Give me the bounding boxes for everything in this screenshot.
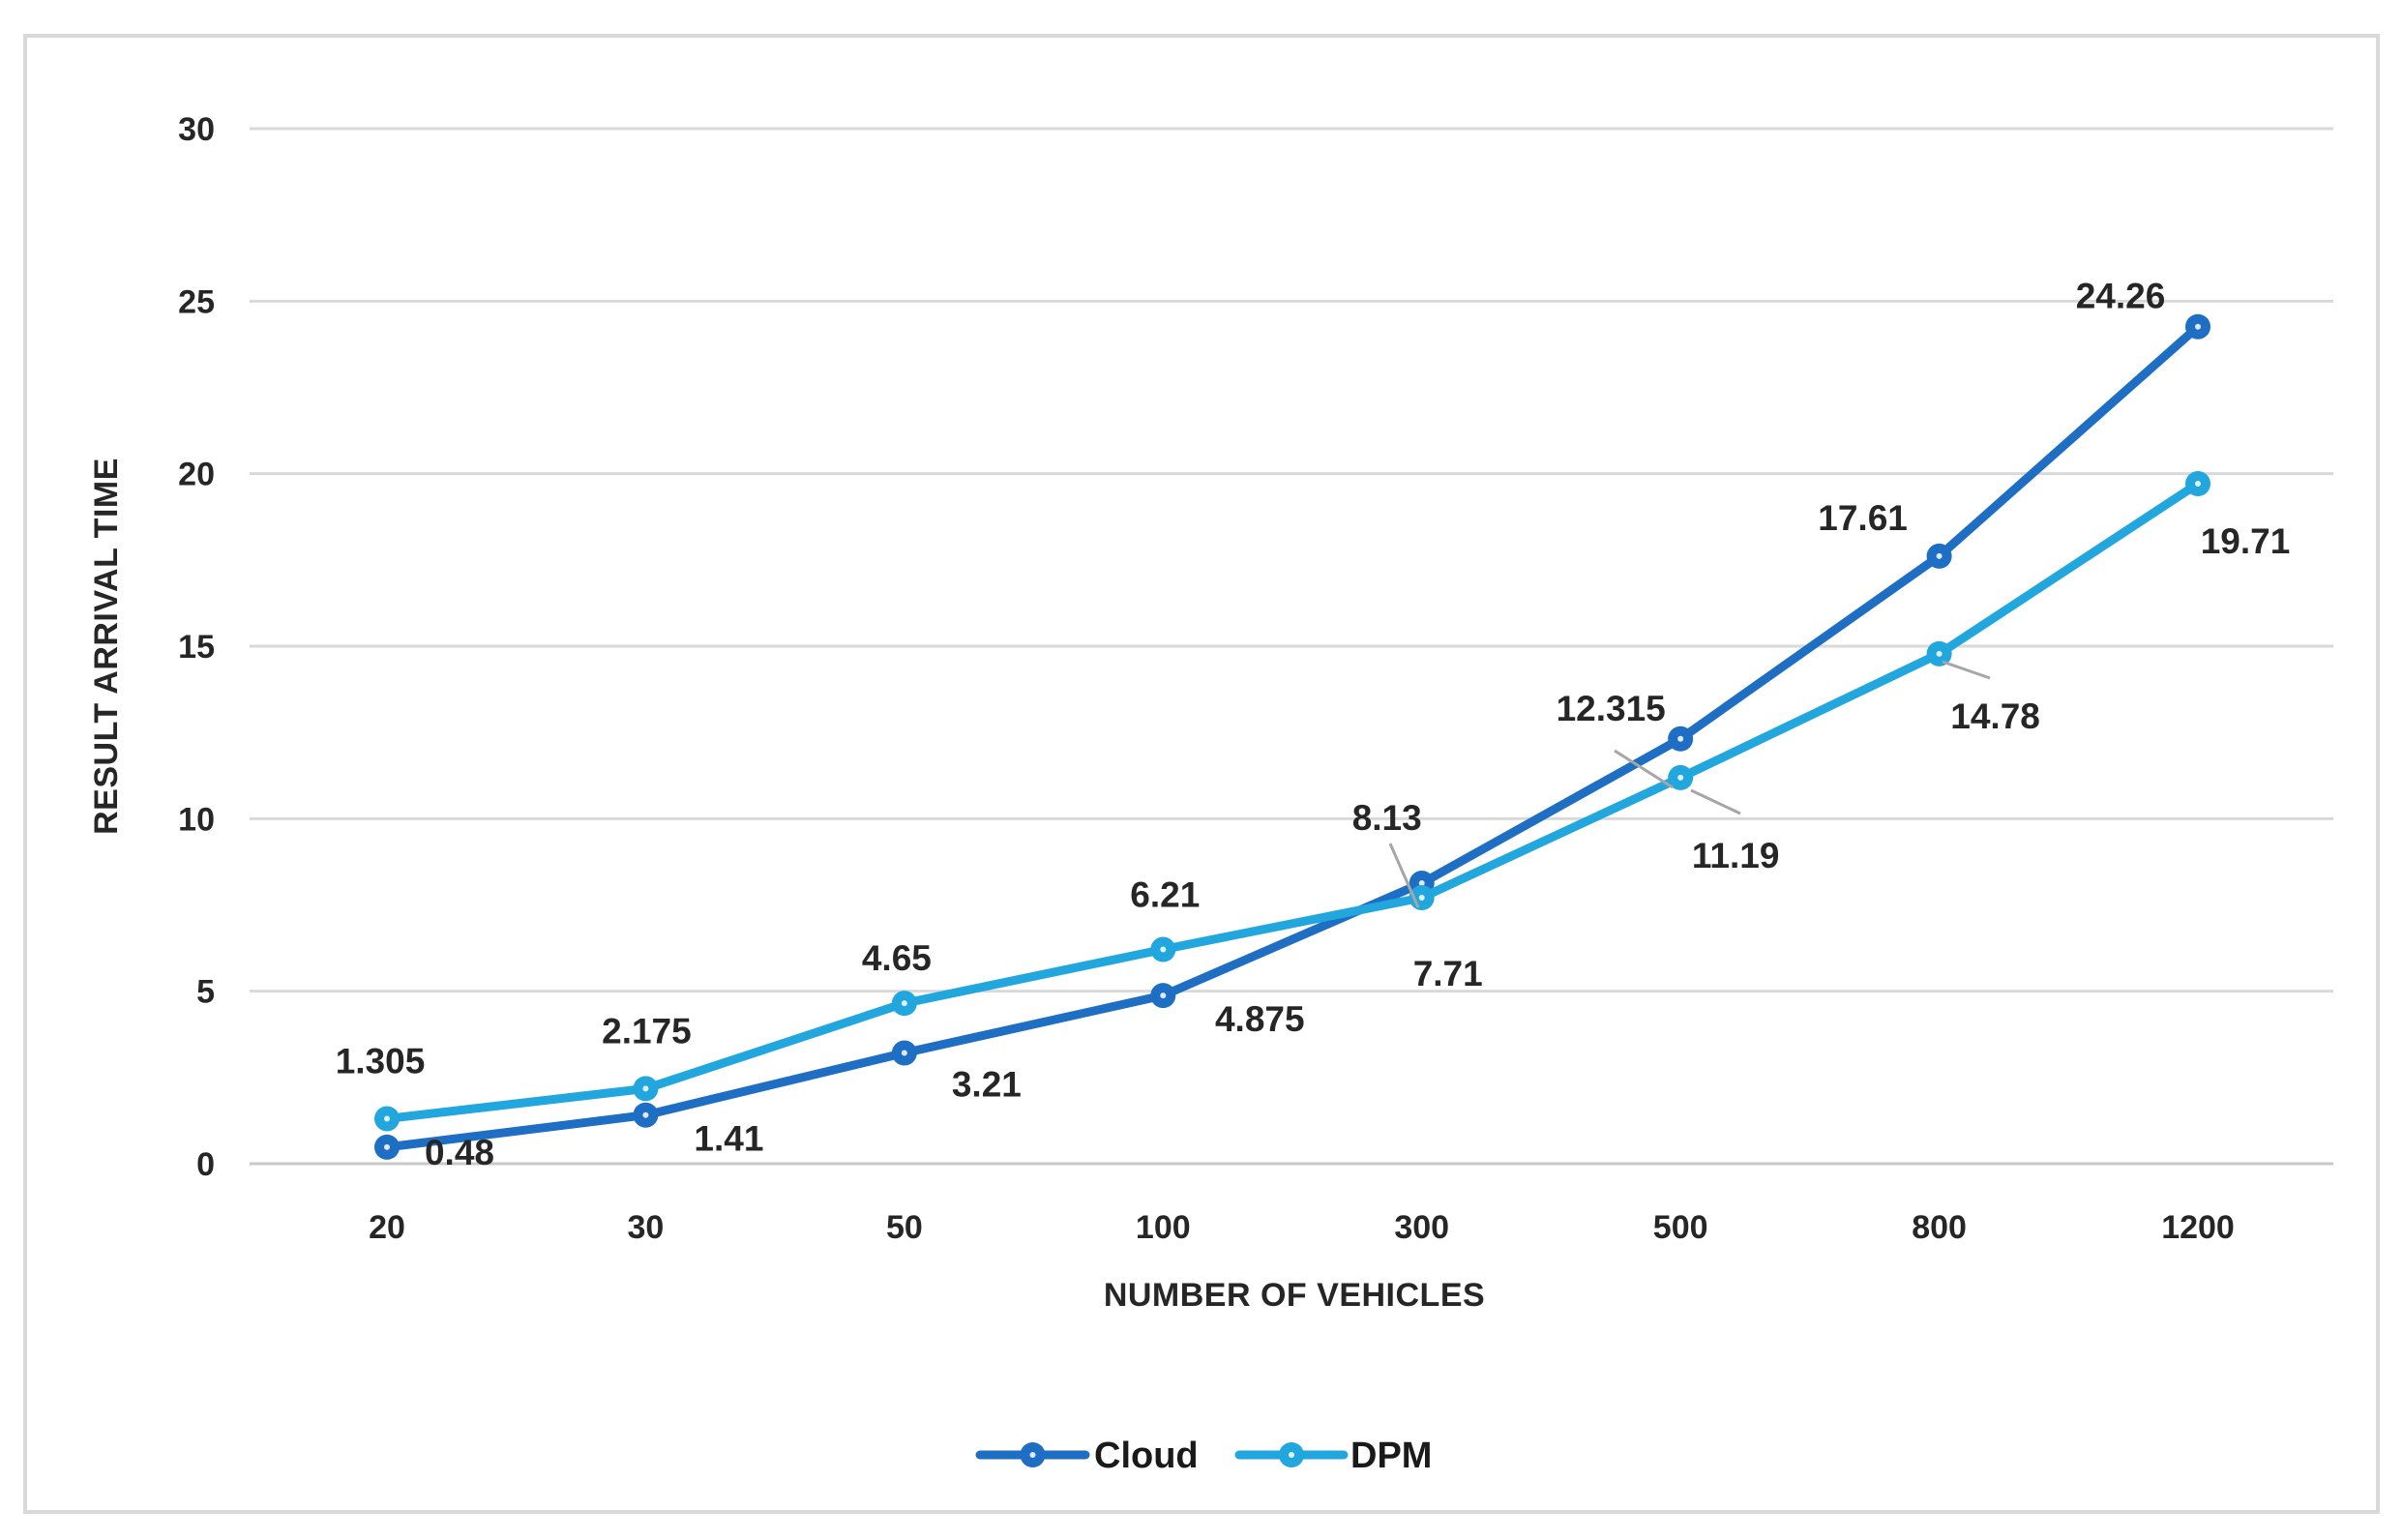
data-point-center-dot xyxy=(1160,946,1167,953)
y-axis-title: RESULT ARRIVAL TIME xyxy=(88,458,125,835)
data-labels: 0.48 1.41 3.21 4.875 8.13 12.315 17.61 24.26 1.3… xyxy=(336,277,2291,1172)
legend-swatch-center-dot xyxy=(1029,1452,1036,1458)
data-label-cloud: 12.315 xyxy=(1557,689,1666,728)
leader-line xyxy=(1942,660,1991,680)
data-point-center-dot xyxy=(1677,735,1684,742)
data-point-center-dot xyxy=(1418,880,1425,887)
data-label-cloud: 17.61 xyxy=(1818,498,1908,538)
y-axis-tick-labels: 0 5 10 15 20 25 30 xyxy=(178,111,215,1183)
y-tick-label: 30 xyxy=(178,111,215,148)
data-point-center-dot xyxy=(642,1111,649,1118)
data-point-center-dot xyxy=(901,1000,907,1007)
legend-label-cloud: Cloud xyxy=(1094,1436,1199,1476)
data-label-dpm: 7.71 xyxy=(1413,954,1483,993)
data-label-dpm: 14.78 xyxy=(1950,696,2040,736)
series-line-dpm xyxy=(382,479,2203,1123)
x-tick-label: 50 xyxy=(886,1209,923,1246)
y-tick-label: 25 xyxy=(178,283,215,320)
x-tick-label: 20 xyxy=(369,1209,405,1246)
data-point-center-dot xyxy=(384,1115,390,1122)
y-tick-label: 10 xyxy=(178,801,215,838)
data-label-cloud: 3.21 xyxy=(952,1065,1022,1105)
x-tick-label: 1200 xyxy=(2161,1209,2235,1246)
label-leader-lines xyxy=(1388,660,1991,908)
data-point-center-dot xyxy=(642,1085,649,1092)
data-point-center-dot xyxy=(2195,323,2202,330)
x-axis-title: NUMBER OF VEHICLES xyxy=(1104,1277,1485,1314)
data-point-center-dot xyxy=(384,1143,390,1150)
x-tick-label: 500 xyxy=(1653,1209,1708,1246)
data-label-dpm: 1.305 xyxy=(336,1041,426,1081)
data-label-dpm: 2.175 xyxy=(602,1011,692,1051)
data-label-cloud: 8.13 xyxy=(1352,798,1422,838)
series-lines xyxy=(374,313,2211,1160)
data-label-dpm: 11.19 xyxy=(1692,836,1780,875)
x-tick-label: 800 xyxy=(1912,1209,1967,1246)
data-label-dpm: 19.71 xyxy=(2201,521,2291,561)
data-label-dpm: 4.65 xyxy=(862,938,932,978)
y-tick-label: 20 xyxy=(178,457,215,493)
y-tick-label: 0 xyxy=(196,1146,215,1183)
chart-border xyxy=(23,34,2380,1514)
y-tick-label: 5 xyxy=(196,974,215,1011)
leader-line xyxy=(1690,788,1741,815)
data-label-cloud: 4.875 xyxy=(1215,999,1305,1039)
leader-line xyxy=(1388,843,1420,908)
data-point-center-dot xyxy=(1418,895,1425,902)
leader-line xyxy=(1614,749,1674,789)
legend-label-dpm: DPM xyxy=(1350,1436,1432,1476)
y-tick-label: 15 xyxy=(178,629,215,666)
data-label-cloud: 0.48 xyxy=(425,1133,494,1172)
series-line-cloud xyxy=(382,322,2203,1152)
legend-swatch-center-dot xyxy=(1289,1452,1294,1458)
data-point-center-dot xyxy=(1936,650,1943,657)
data-label-cloud: 1.41 xyxy=(694,1119,763,1159)
data-label-dpm: 6.21 xyxy=(1130,875,1200,915)
data-label-cloud: 24.26 xyxy=(2076,277,2166,316)
x-tick-label: 100 xyxy=(1136,1209,1191,1246)
x-tick-label: 300 xyxy=(1394,1209,1449,1246)
gridlines xyxy=(250,127,2333,1166)
data-point-center-dot xyxy=(1160,992,1167,999)
data-point-center-dot xyxy=(2195,481,2202,488)
data-point-center-dot xyxy=(1936,552,1943,559)
x-axis-tick-labels: 20 30 50 100 300 500 800 1200 xyxy=(369,1209,2235,1246)
x-tick-label: 30 xyxy=(628,1209,665,1246)
data-point-center-dot xyxy=(901,1050,907,1056)
data-point-center-dot xyxy=(1677,774,1684,781)
legend: Cloud DPM xyxy=(975,1436,1432,1476)
